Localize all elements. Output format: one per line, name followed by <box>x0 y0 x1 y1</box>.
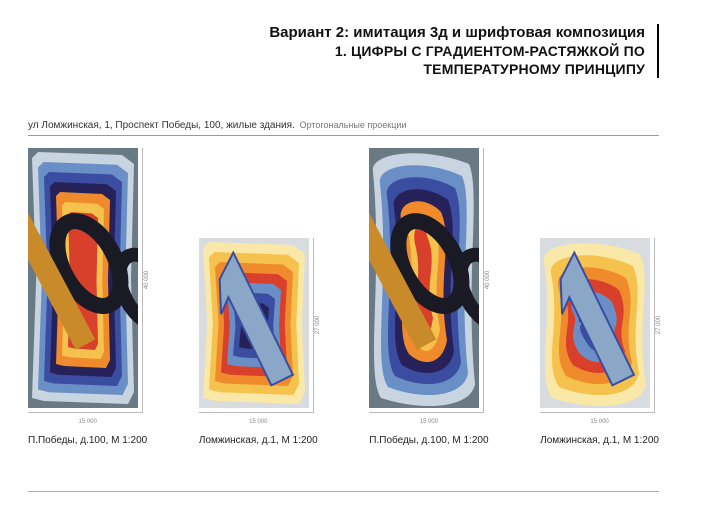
dim-height-label: 27 000 <box>315 316 321 334</box>
panel-artwork <box>540 238 650 408</box>
subheader-address: ул Ломжинская, 1, Проспект Победы, 100, … <box>28 120 295 131</box>
subheader-row: ул Ломжинская, 1, Проспект Победы, 100, … <box>28 120 659 136</box>
subheader: ул Ломжинская, 1, Проспект Победы, 100, … <box>28 120 659 136</box>
dim-height-label: 27 000 <box>656 316 662 334</box>
panel-p3: 40 000 15 000 П.Победы, д.100, М 1:200 <box>369 148 488 446</box>
panel-frame: 40 000 <box>369 148 484 413</box>
dim-height-label: 40 000 <box>485 271 491 289</box>
header-line-1: Вариант 2: имитация 3д и шрифтовая компо… <box>269 24 645 41</box>
dim-width-label: 15 000 <box>369 419 488 425</box>
header-line-2: 1. ЦИФРЫ С ГРАДИЕНТОМ-РАСТЯЖКОЙ ПО <box>269 43 645 61</box>
panel-caption: Ломжинская, д.1, М 1:200 <box>540 435 659 446</box>
header-line-3: ТЕМПЕРАТУРНОМУ ПРИНЦИПУ <box>269 61 645 79</box>
dim-width-label: 15 000 <box>199 419 318 425</box>
panel-caption: П.Победы, д.100, М 1:200 <box>369 435 488 446</box>
panel-caption: Ломжинская, д.1, М 1:200 <box>199 435 318 446</box>
panel-p4: 27 000 15 000 Ломжинская, д.1, М 1:200 <box>540 238 659 446</box>
panel-artwork <box>199 238 309 408</box>
panel-frame: 27 000 <box>199 238 314 413</box>
footer-rule <box>28 491 659 492</box>
dim-width-label: 15 000 <box>28 419 147 425</box>
panels-row: 40 000 15 000 П.Победы, д.100, М 1:200 27 0… <box>28 148 659 446</box>
dim-height-label: 40 000 <box>144 271 150 289</box>
panel-artwork <box>369 148 479 408</box>
panel-frame: 40 000 <box>28 148 143 413</box>
panel-frame: 27 000 <box>540 238 655 413</box>
subheader-ortho: Ортогональные проекции <box>300 120 407 130</box>
dim-width-label: 15 000 <box>540 419 659 425</box>
slide-header: Вариант 2: имитация 3д и шрифтовая компо… <box>269 24 659 78</box>
panel-artwork <box>28 148 138 408</box>
panel-p2: 27 000 15 000 Ломжинская, д.1, М 1:200 <box>199 238 318 446</box>
panel-caption: П.Победы, д.100, М 1:200 <box>28 435 147 446</box>
panel-p1: 40 000 15 000 П.Победы, д.100, М 1:200 <box>28 148 147 446</box>
